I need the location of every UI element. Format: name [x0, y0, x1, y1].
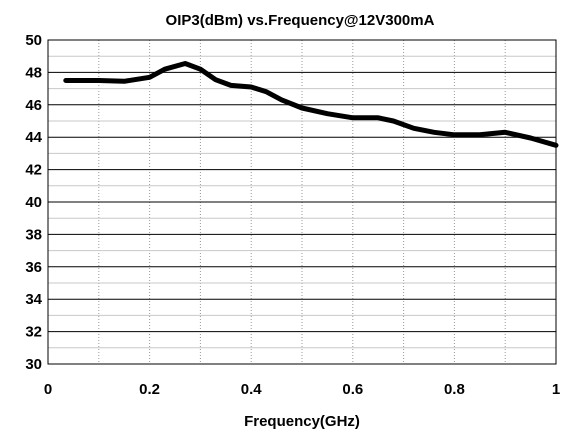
x-axis-label: Frequency(GHz) — [244, 413, 360, 430]
y-tick-label: 40 — [25, 194, 42, 211]
y-tick-label: 38 — [25, 226, 42, 243]
y-tick-label: 44 — [25, 129, 42, 146]
chart-title: OIP3(dBm) vs.Frequency@12V300mA — [166, 12, 435, 29]
y-tick-label: 46 — [25, 97, 42, 114]
series-line — [63, 61, 559, 148]
y-tick-label: 42 — [25, 162, 42, 179]
series-layer — [63, 61, 559, 148]
x-tick-label: 0.8 — [444, 381, 465, 398]
x-tick-label: 0.4 — [241, 381, 263, 398]
x-tick-label: 1 — [552, 381, 560, 398]
y-tick-label: 30 — [25, 356, 42, 373]
y-tick-label: 50 — [25, 32, 42, 49]
y-tick-label: 32 — [25, 324, 42, 341]
x-tick-label: 0 — [44, 381, 52, 398]
grid — [48, 39, 556, 365]
y-tick-label: 34 — [25, 291, 42, 308]
y-tick-label: 36 — [25, 259, 42, 276]
tick-labels: 30 32 34 36 38 40 42 44 46 48 50 0 0.2 0.4 0.6 0.8 1 — [25, 32, 560, 398]
x-tick-label: 0.6 — [342, 381, 363, 398]
plot-frame — [47, 39, 557, 365]
y-tick-label: 48 — [25, 64, 42, 81]
x-tick-label: 0.2 — [139, 381, 160, 398]
